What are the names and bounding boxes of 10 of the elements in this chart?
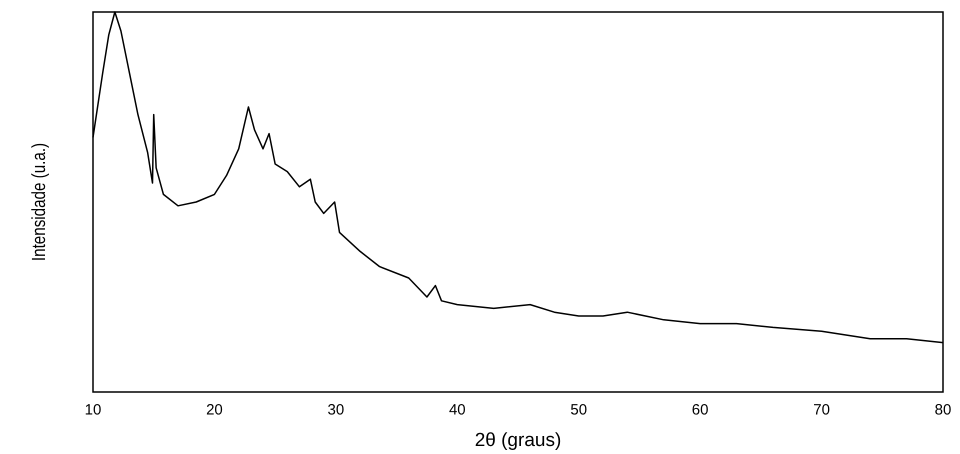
x-tick-label: 60	[692, 402, 708, 419]
x-axis-title: 2θ (graus)	[474, 430, 562, 451]
x-tick-label: 30	[328, 402, 344, 419]
x-tick-label: 40	[448, 402, 466, 419]
x-tick-label: 70	[813, 402, 830, 419]
x-tick-label: 50	[570, 402, 588, 419]
x-tick-label: 80	[934, 402, 952, 419]
x-tick-label: 20	[206, 402, 223, 419]
x-tick-label: 10	[84, 402, 102, 419]
y-axis-title: Intensidade (u.a.)	[27, 142, 50, 262]
